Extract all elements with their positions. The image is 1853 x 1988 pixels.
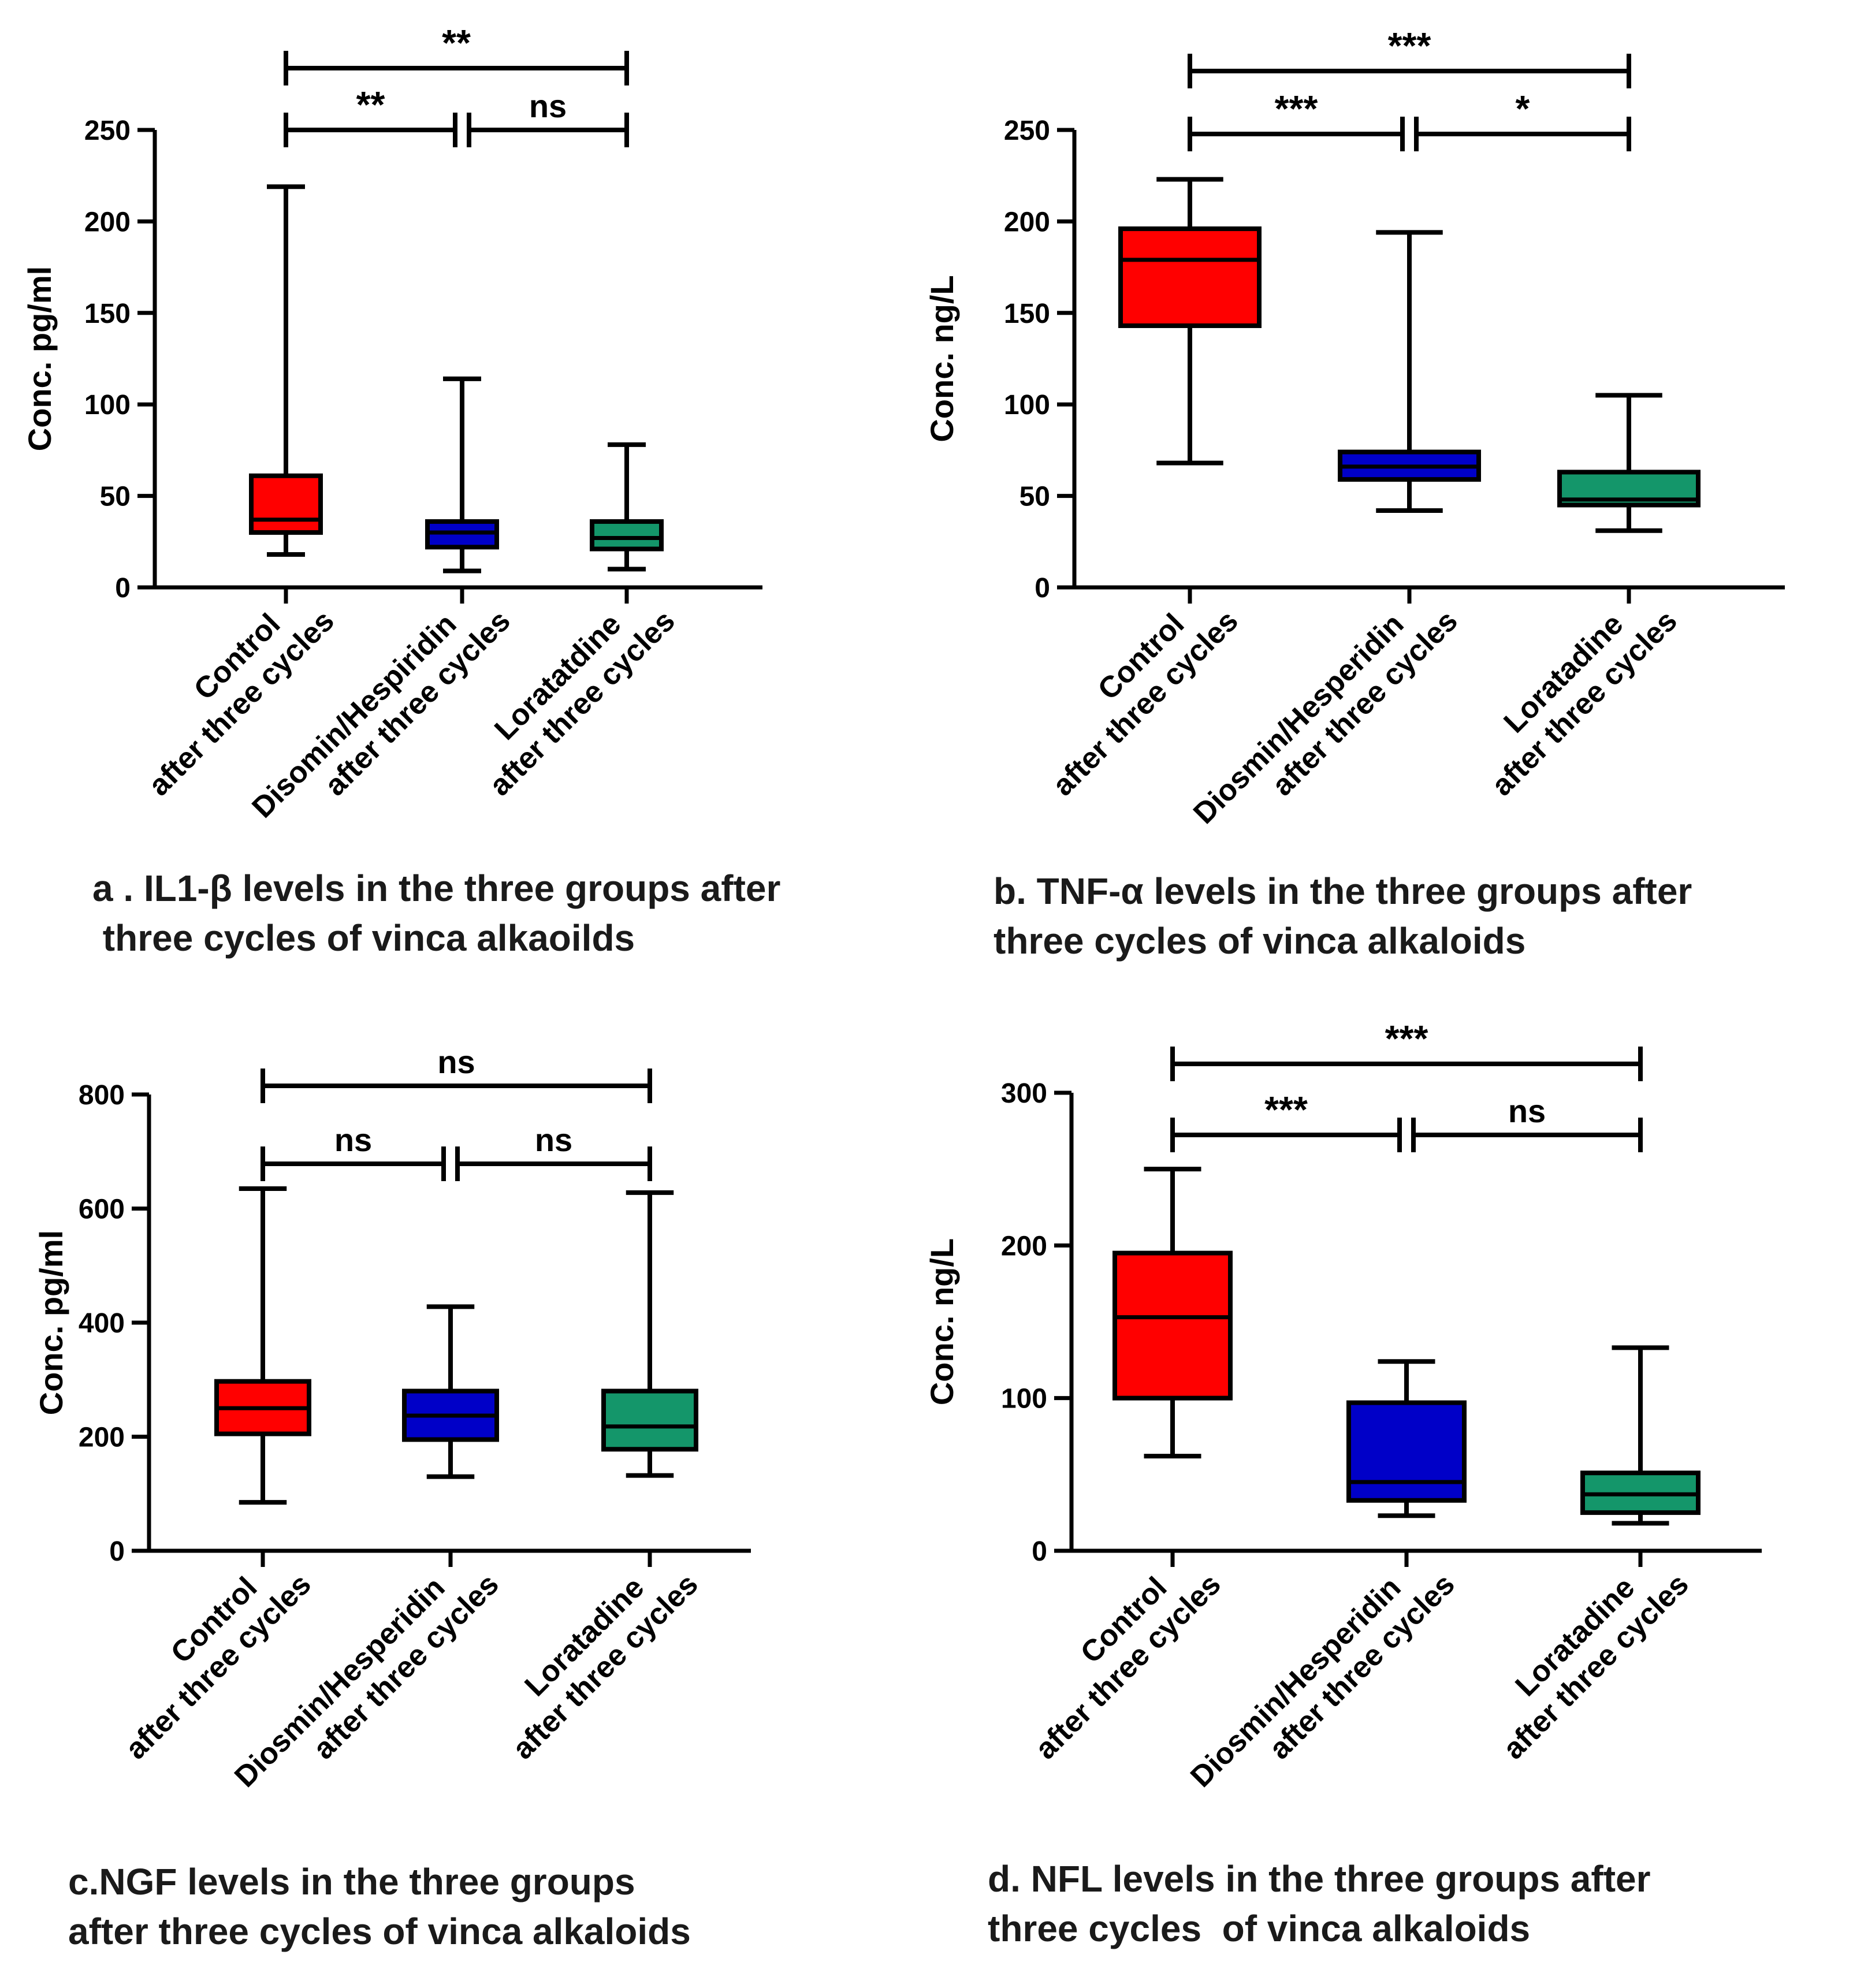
panel-c-bracket-1: ns — [261, 1122, 446, 1181]
caption-b: b. TNF-α levels in the three groups afte… — [994, 866, 1692, 966]
panel-c-bracket-2: ns — [455, 1122, 652, 1181]
caption-a-line-2: three cycles of vinca alkaoilds — [92, 917, 635, 959]
panel-d-box-0 — [1112, 1167, 1233, 1459]
panel-b-ytick-label-3: 150 — [1004, 299, 1050, 329]
panel-c-ytick-label-4: 800 — [79, 1080, 125, 1111]
panel-d-bracket-2: ns — [1411, 1093, 1643, 1152]
panel-b-bracket-0: *** — [1188, 25, 1631, 88]
panel-c-ytick-label-2: 400 — [79, 1308, 125, 1339]
panel-b-box-0 — [1118, 177, 1262, 466]
panel-d-bracket-1: *** — [1170, 1089, 1402, 1152]
panel-a-box-1 — [425, 376, 499, 574]
panel-a-iqr-box-2 — [590, 519, 664, 552]
panel-b-ytick-label-4: 200 — [1004, 207, 1050, 237]
panel-b-ytick-label-2: 100 — [1004, 390, 1050, 420]
panel-a-bracket-label-2: ns — [529, 88, 567, 124]
panel-b-iqr-box-0 — [1118, 226, 1262, 328]
panel-b-bracket-label-2: * — [1516, 88, 1530, 129]
panel-d-bracket-label-1: *** — [1264, 1089, 1308, 1130]
panel-a-ytick-label-0: 0 — [115, 573, 131, 604]
panel-d-ytick-label-0: 0 — [1032, 1536, 1047, 1567]
panel-c-box-1 — [402, 1304, 499, 1479]
panel-a-bracket-label-1: ** — [356, 84, 385, 125]
caption-d: d. NFL levels in the three groups after … — [988, 1854, 1651, 1953]
panel-c-bracket-label-1: ns — [334, 1122, 372, 1158]
panel-b-ytick-label-1: 50 — [1019, 482, 1050, 512]
panel-a-bracket-2: ns — [467, 88, 629, 147]
caption-c-line-2: after three cycles of vinca alkaloids — [68, 1911, 691, 1952]
panel-b-bracket-2: * — [1414, 88, 1631, 151]
panel-d-category-label-2: Loratadineafter three cycles — [1471, 1542, 1695, 1766]
panel-c-ytick-label-3: 600 — [79, 1194, 125, 1225]
panel-b-ytick-label-0: 0 — [1035, 573, 1050, 604]
panel-b-bracket-label-0: *** — [1388, 25, 1431, 66]
panel-d-ytick-label-1: 100 — [1001, 1384, 1047, 1414]
panel-b-box-1 — [1338, 230, 1481, 513]
panel-d-bracket-label-2: ns — [1508, 1093, 1546, 1129]
panel-d-ytick-label-2: 200 — [1001, 1231, 1047, 1261]
panel-a-box-0 — [249, 184, 323, 557]
panel-a-ylabel: Conc. pg/ml — [21, 266, 58, 451]
panel-b-box-2 — [1557, 393, 1701, 533]
panel-d-iqr-box-0 — [1112, 1250, 1233, 1401]
panel-a-iqr-box-0 — [249, 473, 323, 535]
panel-b-bracket-1: *** — [1188, 88, 1405, 151]
caption-d-line-1: d. NFL levels in the three groups after — [988, 1858, 1651, 1900]
panel-d-ytick-label-3: 300 — [1001, 1078, 1047, 1109]
panel-a-bracket-1: ** — [284, 84, 457, 147]
caption-d-line-2: three cycles of vinca alkaloids — [988, 1908, 1531, 1949]
panel-c-bracket-0: ns — [261, 1044, 652, 1103]
caption-b-line-1: b. TNF-α levels in the three groups afte… — [994, 870, 1692, 912]
panel-c-bracket-label-0: ns — [437, 1044, 475, 1080]
panel-a-bracket-label-0: ** — [442, 22, 471, 64]
panel-c-ytick-label-0: 0 — [109, 1536, 125, 1567]
panel-a-ytick-label-4: 200 — [84, 207, 131, 237]
caption-b-line-2: three cycles of vinca alkaloids — [994, 920, 1526, 962]
panel-c-box-0 — [214, 1186, 311, 1505]
panel-c-box-2 — [601, 1190, 698, 1478]
caption-a: a . IL1-β levels in the three groups aft… — [92, 863, 780, 963]
panel-d-bracket-0: *** — [1170, 1018, 1643, 1081]
panel-d-iqr-box-1 — [1346, 1400, 1467, 1503]
panel-d-box-1 — [1346, 1359, 1467, 1518]
panel-a-ytick-label-3: 150 — [84, 299, 131, 329]
panel-c-bracket-label-2: ns — [535, 1122, 572, 1158]
panel-c-ylabel: Conc. pg/ml — [33, 1230, 69, 1415]
caption-c: c.NGF levels in the three groups after t… — [68, 1857, 691, 1956]
panel-c-iqr-box-2 — [601, 1388, 698, 1452]
panel-a-ytick-label-5: 250 — [84, 116, 131, 146]
panel-a-ytick-label-1: 50 — [100, 482, 131, 512]
caption-a-line-1: a . IL1-β levels in the three groups aft… — [92, 868, 781, 909]
panel-c-ytick-label-1: 200 — [79, 1423, 125, 1453]
panel-b-ylabel: Conc. ng/L — [924, 275, 960, 442]
panel-d-box-2 — [1580, 1345, 1701, 1526]
panel-b-ytick-label-5: 250 — [1004, 116, 1050, 146]
panel-a-ytick-label-2: 100 — [84, 390, 131, 420]
panel-d-category-label-1: Diosmin/Hesperidinafter three cycles — [1184, 1542, 1461, 1819]
panel-d-category-label-0: Controlafter three cycles — [1003, 1542, 1227, 1766]
panel-d-bracket-label-0: *** — [1385, 1018, 1428, 1059]
panel-d-category-name-1: Diosmin/Hesperidin — [1184, 1571, 1407, 1794]
caption-c-line-1: c.NGF levels in the three groups — [68, 1861, 635, 1903]
panel-a-bracket-0: ** — [284, 22, 629, 85]
panel-d-ylabel: Conc. ng/L — [924, 1238, 960, 1405]
panel-a-box-2 — [590, 442, 664, 572]
panel-b-bracket-label-1: *** — [1275, 88, 1318, 129]
